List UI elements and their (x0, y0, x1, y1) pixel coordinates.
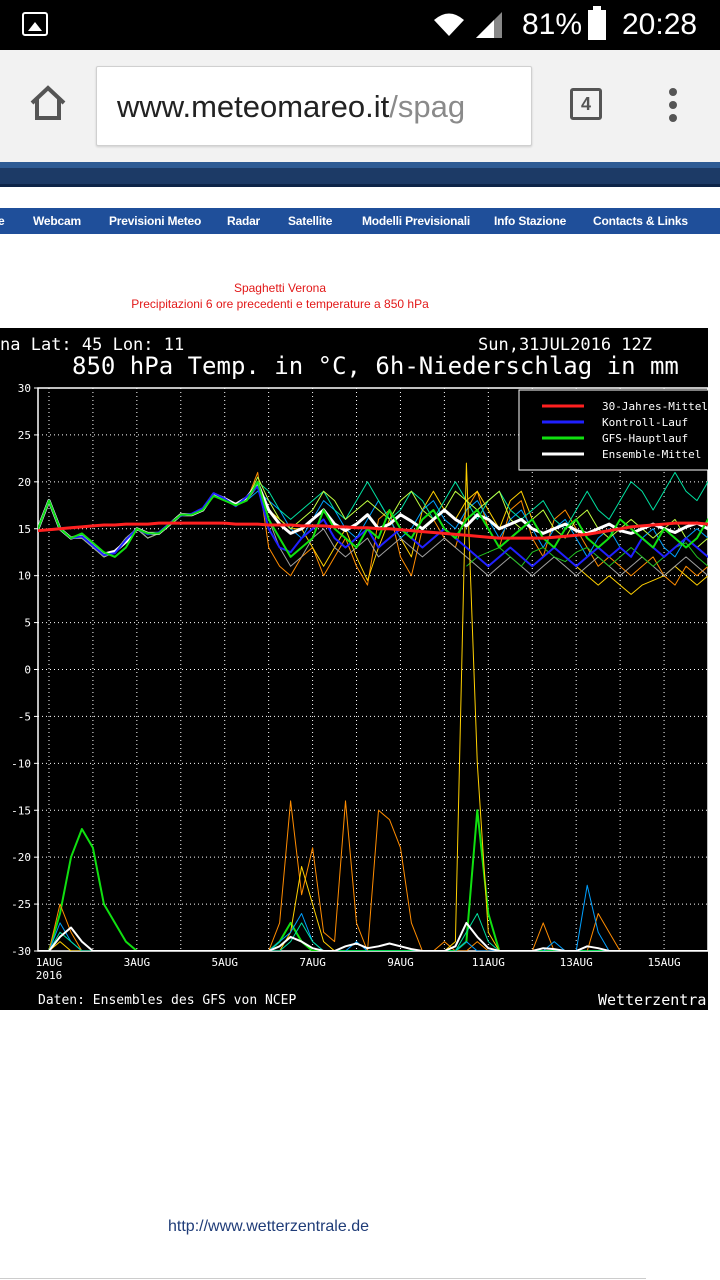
temperature-line-30-jahres-mittel (38, 521, 708, 540)
y-tick-label: 25 (18, 429, 31, 442)
precip-line-ensemble-mittel (38, 921, 708, 951)
home-icon[interactable] (28, 84, 68, 122)
legend-box (518, 389, 715, 471)
y-tick-label: 5 (24, 617, 31, 630)
battery-percent: 81% (522, 8, 583, 41)
y-tick-label: -5 (18, 710, 31, 723)
clock: 20:28 (622, 8, 698, 41)
legend-label: Kontroll-Lauf (602, 416, 688, 429)
precip-line-member (38, 913, 708, 951)
site-header-banner (0, 162, 720, 187)
y-tick-label: -25 (11, 898, 31, 911)
nav-item-contacts-links[interactable]: Contacts & Links (593, 214, 688, 228)
precip-line-member (38, 884, 708, 951)
y-tick-label: 30 (18, 382, 31, 395)
temperature-member-line (38, 476, 708, 558)
y-tick-label: -15 (11, 804, 31, 817)
tab-switcher-button[interactable]: 4 (570, 88, 602, 120)
chart-caption-subtitle: Precipitazioni 6 ore precedenti e temper… (131, 297, 429, 311)
chart-header-left: na Lat: 45 Lon: 11 (0, 335, 184, 355)
x-tick-label-year: 2016 (36, 969, 63, 982)
nav-item-webcam[interactable]: Webcam (33, 214, 81, 228)
url-bar[interactable]: www.meteomareo.it/spag (96, 66, 532, 146)
site-nav: e Webcam Previsioni Meteo Radar Satellit… (0, 208, 720, 234)
temperature-member-line (466, 542, 708, 567)
chart-footer-right: Wetterzentra (598, 991, 706, 1009)
x-tick-label: 9AUG (387, 956, 414, 969)
wifi-icon (434, 13, 464, 36)
url-host: www.meteomareo.it (117, 89, 390, 124)
y-tick-label: -20 (11, 851, 31, 864)
temperature-line-ensemble-mittel (38, 482, 708, 556)
spaghetti-chart: na Lat: 45 Lon: 11 Sun,31JUL2016 12Z 850 h… (0, 328, 715, 1010)
x-tick-label: 7AUG (299, 956, 326, 969)
chart-title: 850 hPa Temp. in °C, 6h-Niederschlag in … (72, 352, 679, 380)
bottom-divider (0, 1278, 646, 1279)
chart-header-right: Sun,31JUL2016 12Z (478, 335, 652, 355)
browser-toolbar: www.meteomareo.it/spag 4 (0, 50, 720, 163)
nav-item-radar[interactable]: Radar (227, 214, 261, 228)
legend-label: 30-Jahres-Mittel (602, 400, 708, 413)
precip-line-member (38, 800, 708, 951)
signal-icon (476, 12, 502, 38)
nav-item-satellite[interactable]: Satellite (288, 214, 333, 228)
nav-item-modelli-previsionali[interactable]: Modelli Previsionali (362, 214, 471, 228)
y-tick-label: -10 (11, 757, 31, 770)
x-tick-label: 15AUG (648, 956, 681, 969)
battery-icon (588, 6, 606, 40)
url-path: /spag (389, 89, 466, 124)
x-tick-label: 13AUG (560, 956, 593, 969)
chart-footer-left: Daten: Ensembles des GFS von NCEP (38, 993, 296, 1008)
gallery-icon (22, 12, 48, 36)
x-tick-label: 3AUG (124, 956, 151, 969)
y-tick-label: 0 (24, 664, 31, 677)
y-tick-label: 10 (18, 570, 31, 583)
nav-item-info-stazione[interactable]: Info Stazione (494, 214, 567, 228)
x-tick-label: 5AUG (211, 956, 238, 969)
temperature-member-line (38, 486, 708, 577)
x-tick-label: 11AUG (472, 956, 505, 969)
nav-item-previous[interactable]: e (0, 214, 5, 228)
chart-caption-title: Spaghetti Verona (233, 281, 327, 295)
legend-label: Ensemble-Mittel (602, 448, 701, 461)
nav-item-previsioni-meteo[interactable]: Previsioni Meteo (109, 214, 202, 228)
legend-label: GFS-Hauptlauf (602, 432, 688, 445)
x-tick-label: 1AUG (36, 956, 63, 969)
footer-source-link[interactable]: http://www.wetterzentrale.de (168, 1218, 369, 1235)
y-tick-label: 15 (18, 523, 31, 536)
y-tick-label: 20 (18, 476, 31, 489)
overflow-menu-icon[interactable] (669, 88, 677, 127)
y-tick-label: -30 (11, 945, 31, 958)
status-bar: 81% 20:28 (0, 0, 720, 50)
